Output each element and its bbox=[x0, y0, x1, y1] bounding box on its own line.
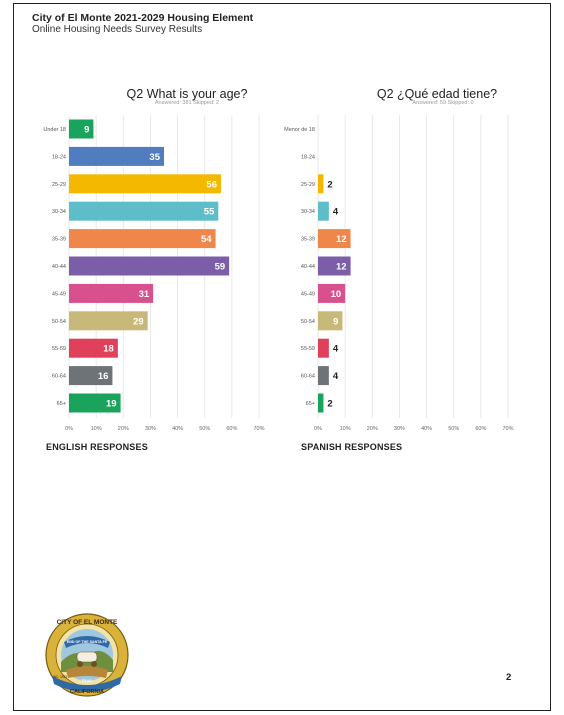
en-category-label: 50-54 bbox=[52, 319, 66, 325]
es-x-tick-label: 70% bbox=[502, 426, 513, 432]
en-bar-value-label: 31 bbox=[139, 289, 150, 300]
en-bar-value-label: 35 bbox=[149, 152, 160, 163]
en-category-label: 60-64 bbox=[52, 374, 66, 380]
en-category-label: 65+ bbox=[57, 401, 66, 407]
es-bar bbox=[318, 174, 324, 194]
en-bar bbox=[69, 338, 118, 358]
en-bar bbox=[69, 366, 113, 386]
es-category-label: 45-49 bbox=[301, 291, 315, 297]
en-bar bbox=[69, 283, 154, 303]
es-x-tick-label: 30% bbox=[394, 426, 405, 432]
en-bar-value-label: 19 bbox=[106, 399, 117, 410]
es-x-tick-label: 50% bbox=[448, 426, 459, 432]
es-bar bbox=[318, 338, 329, 358]
en-x-tick-label: 10% bbox=[91, 426, 102, 432]
es-x-tick-label: 20% bbox=[367, 426, 378, 432]
en-bar bbox=[69, 256, 230, 276]
es-bar bbox=[318, 201, 329, 221]
en-bar bbox=[69, 393, 121, 413]
en-bar-value-label: 59 bbox=[215, 262, 226, 273]
es-answered-skipped: Answered: 59 Skipped: 0 bbox=[412, 100, 473, 106]
es-bar-value-label: 12 bbox=[336, 234, 347, 245]
en-bar-value-label: 9 bbox=[84, 125, 89, 136]
es-question-title: Q2 ¿Qué edad tiene? bbox=[377, 87, 497, 101]
es-bar-value-label: 10 bbox=[331, 289, 342, 300]
es-bar-value-label: 4 bbox=[333, 371, 339, 382]
en-x-tick-label: 40% bbox=[172, 426, 183, 432]
en-x-tick-label: 60% bbox=[226, 426, 237, 432]
es-category-label: 50-54 bbox=[301, 319, 315, 325]
en-category-label: 18-24 bbox=[52, 154, 66, 160]
es-bar bbox=[318, 366, 329, 386]
svg-text:END OF THE SANTA FE: END OF THE SANTA FE bbox=[67, 640, 108, 644]
en-category-label: 25-29 bbox=[52, 182, 66, 188]
en-x-tick-label: 0% bbox=[65, 426, 73, 432]
page-subtitle: Online Housing Needs Survey Results bbox=[32, 24, 203, 35]
english-responses-caption: ENGLISH RESPONSES bbox=[46, 442, 148, 452]
es-bar bbox=[318, 283, 346, 303]
es-category-label: 60-64 bbox=[301, 374, 315, 380]
es-category-label: Menor de 18 bbox=[284, 127, 315, 133]
es-category-label: 65+ bbox=[306, 401, 315, 407]
es-bar-value-label: 12 bbox=[336, 262, 347, 273]
en-bar-value-label: 56 bbox=[206, 179, 217, 190]
es-x-tick-label: 60% bbox=[475, 426, 486, 432]
en-bar bbox=[69, 119, 94, 139]
en-question-title: Q2 What is your age? bbox=[127, 87, 248, 101]
en-category-label: 55-59 bbox=[52, 346, 66, 352]
es-bar-value-label: 4 bbox=[333, 207, 339, 218]
en-category-label: 30-34 bbox=[52, 209, 66, 215]
svg-text:CALIFORNIA: CALIFORNIA bbox=[70, 689, 104, 695]
en-bar-value-label: 29 bbox=[133, 316, 144, 327]
en-bar bbox=[69, 201, 219, 221]
en-bar-value-label: 16 bbox=[98, 371, 109, 382]
es-bar bbox=[318, 229, 351, 249]
es-category-label: 40-44 bbox=[301, 264, 315, 270]
es-bar bbox=[318, 256, 351, 276]
en-x-tick-label: 30% bbox=[145, 426, 156, 432]
en-x-tick-label: 20% bbox=[118, 426, 129, 432]
en-x-tick-label: 50% bbox=[199, 426, 210, 432]
en-bar-value-label: 18 bbox=[103, 344, 114, 355]
en-bar bbox=[69, 311, 148, 331]
es-category-label: 30-34 bbox=[301, 209, 315, 215]
svg-text:INC. 1912: INC. 1912 bbox=[53, 675, 68, 679]
svg-text:TRAIL: TRAIL bbox=[81, 678, 93, 683]
en-bar-value-label: 55 bbox=[204, 207, 215, 218]
en-category-label: 45-49 bbox=[52, 291, 66, 297]
en-bar bbox=[69, 229, 216, 249]
en-bar bbox=[69, 146, 164, 166]
en-category-label: Under 18 bbox=[43, 127, 66, 133]
es-category-label: 35-39 bbox=[301, 237, 315, 243]
city-seal-logo: CITY OF EL MONTE END OF THE SANTA FE INC… bbox=[45, 613, 129, 697]
es-bar-value-label: 4 bbox=[333, 344, 339, 355]
en-bar bbox=[69, 174, 221, 194]
page-title: City of El Monte 2021-2029 Housing Eleme… bbox=[32, 12, 254, 24]
es-bar bbox=[318, 311, 343, 331]
svg-text:CITY OF EL MONTE: CITY OF EL MONTE bbox=[57, 619, 118, 626]
es-bar-value-label: 9 bbox=[333, 316, 338, 327]
es-bar-value-label: 2 bbox=[327, 399, 332, 410]
en-bar-value-label: 54 bbox=[201, 234, 212, 245]
en-category-label: 40-44 bbox=[52, 264, 66, 270]
es-category-label: 55-59 bbox=[301, 346, 315, 352]
es-x-tick-label: 10% bbox=[340, 426, 351, 432]
en-category-label: 35-39 bbox=[52, 237, 66, 243]
spanish-responses-caption: SPANISH RESPONSES bbox=[301, 442, 403, 452]
es-x-tick-label: 0% bbox=[314, 426, 322, 432]
es-bar bbox=[318, 393, 324, 413]
es-category-label: 25-29 bbox=[301, 182, 315, 188]
en-x-tick-label: 70% bbox=[253, 426, 264, 432]
page-number: 2 bbox=[506, 672, 512, 683]
es-bar-value-label: 2 bbox=[327, 179, 332, 190]
es-category-label: 18-24 bbox=[301, 154, 315, 160]
es-x-tick-label: 40% bbox=[421, 426, 432, 432]
en-answered-skipped: Answered: 381 Skipped: 2 bbox=[155, 100, 219, 106]
